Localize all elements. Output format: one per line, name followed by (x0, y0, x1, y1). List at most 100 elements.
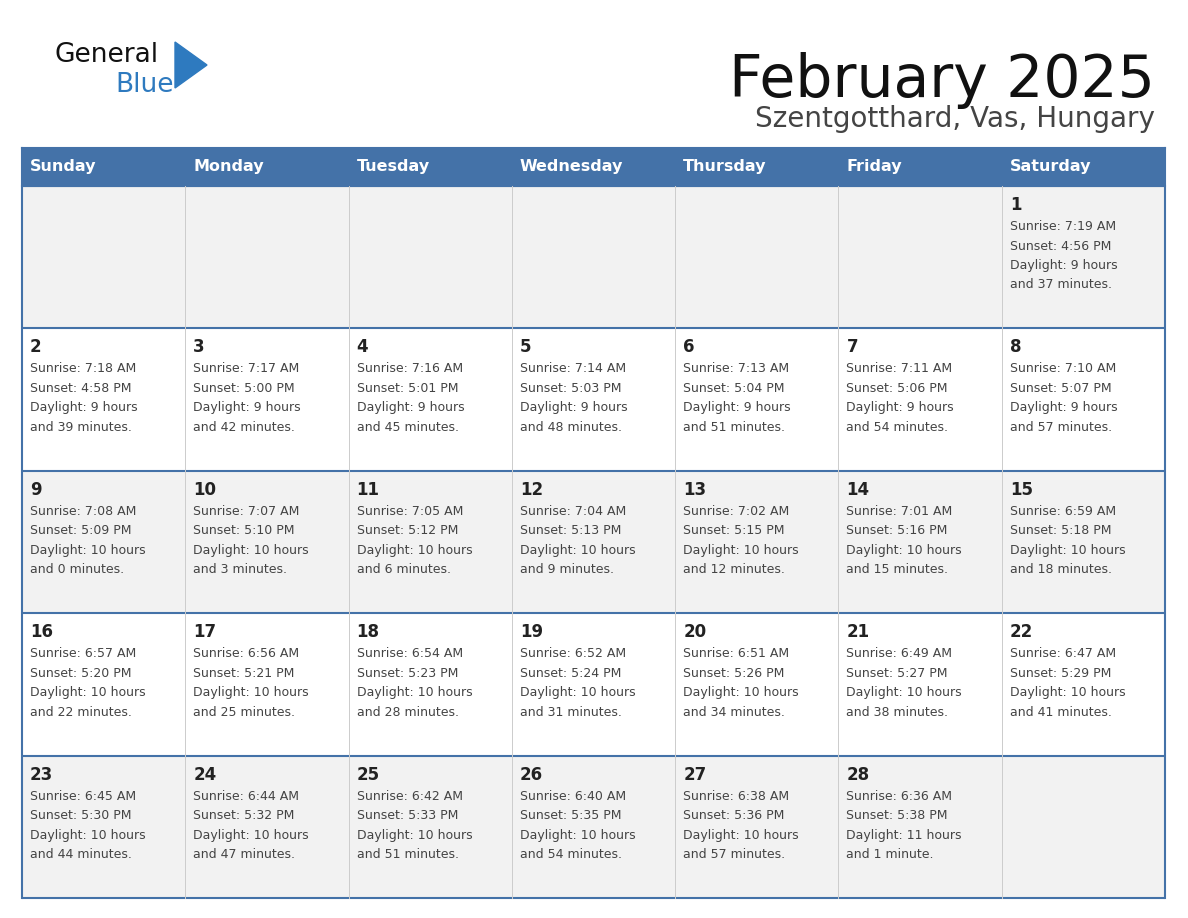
Text: and 41 minutes.: and 41 minutes. (1010, 706, 1112, 719)
Bar (512, 756, 675, 898)
Bar (23, 471, 185, 613)
Text: 17: 17 (194, 623, 216, 641)
Text: and 57 minutes.: and 57 minutes. (1010, 420, 1112, 434)
Text: Sunrise: 7:14 AM: Sunrise: 7:14 AM (520, 363, 626, 375)
Text: Sunset: 5:32 PM: Sunset: 5:32 PM (194, 809, 295, 823)
Text: and 37 minutes.: and 37 minutes. (1010, 278, 1112, 292)
Bar (675, 613, 839, 756)
Text: Daylight: 9 hours: Daylight: 9 hours (1010, 259, 1118, 272)
Text: and 12 minutes.: and 12 minutes. (683, 564, 785, 577)
Text: Sunset: 5:06 PM: Sunset: 5:06 PM (846, 382, 948, 395)
Text: Sunrise: 7:11 AM: Sunrise: 7:11 AM (846, 363, 953, 375)
Bar (839, 756, 1001, 898)
Polygon shape (175, 42, 207, 88)
Text: 27: 27 (683, 766, 707, 784)
Bar (23, 329, 185, 471)
Text: Daylight: 11 hours: Daylight: 11 hours (846, 829, 962, 842)
Text: 3: 3 (194, 339, 204, 356)
Text: Daylight: 10 hours: Daylight: 10 hours (194, 543, 309, 557)
Text: Sunset: 5:04 PM: Sunset: 5:04 PM (683, 382, 784, 395)
Bar (185, 329, 348, 471)
Text: 24: 24 (194, 766, 216, 784)
Text: Sunset: 5:09 PM: Sunset: 5:09 PM (30, 524, 132, 537)
Text: 26: 26 (520, 766, 543, 784)
Text: Sunrise: 6:38 AM: Sunrise: 6:38 AM (683, 789, 789, 802)
Text: Daylight: 9 hours: Daylight: 9 hours (520, 401, 627, 414)
Bar (1001, 186, 1165, 329)
Bar (839, 329, 1001, 471)
Text: Daylight: 10 hours: Daylight: 10 hours (194, 686, 309, 700)
Bar (839, 148, 1001, 186)
Text: Daylight: 10 hours: Daylight: 10 hours (1010, 543, 1125, 557)
Text: Sunrise: 6:42 AM: Sunrise: 6:42 AM (356, 789, 462, 802)
Text: February 2025: February 2025 (729, 52, 1155, 109)
Text: Szentgotthard, Vas, Hungary: Szentgotthard, Vas, Hungary (756, 105, 1155, 133)
Text: Daylight: 10 hours: Daylight: 10 hours (683, 686, 798, 700)
Text: Sunrise: 7:08 AM: Sunrise: 7:08 AM (30, 505, 137, 518)
Bar (1001, 148, 1165, 186)
Text: 25: 25 (356, 766, 380, 784)
Text: and 48 minutes.: and 48 minutes. (520, 420, 621, 434)
Bar (839, 613, 1001, 756)
Text: 4: 4 (356, 339, 368, 356)
Text: Sunset: 5:36 PM: Sunset: 5:36 PM (683, 809, 784, 823)
Text: Daylight: 9 hours: Daylight: 9 hours (683, 401, 791, 414)
Text: Daylight: 10 hours: Daylight: 10 hours (520, 829, 636, 842)
Text: Sunrise: 6:56 AM: Sunrise: 6:56 AM (194, 647, 299, 660)
Text: and 0 minutes.: and 0 minutes. (30, 564, 124, 577)
Text: Sunrise: 7:13 AM: Sunrise: 7:13 AM (683, 363, 789, 375)
Bar (23, 613, 185, 756)
Text: Sunset: 5:16 PM: Sunset: 5:16 PM (846, 524, 948, 537)
Bar (23, 148, 185, 186)
Text: Friday: Friday (846, 160, 902, 174)
Text: and 34 minutes.: and 34 minutes. (683, 706, 785, 719)
Bar (675, 186, 839, 329)
Text: and 39 minutes.: and 39 minutes. (30, 420, 132, 434)
Text: 10: 10 (194, 481, 216, 498)
Bar (839, 186, 1001, 329)
Text: Saturday: Saturday (1010, 160, 1092, 174)
Text: Daylight: 10 hours: Daylight: 10 hours (846, 686, 962, 700)
Text: Daylight: 10 hours: Daylight: 10 hours (356, 543, 472, 557)
Text: Sunrise: 6:44 AM: Sunrise: 6:44 AM (194, 789, 299, 802)
Text: and 54 minutes.: and 54 minutes. (846, 420, 948, 434)
Text: Sunset: 5:07 PM: Sunset: 5:07 PM (1010, 382, 1111, 395)
Bar (512, 186, 675, 329)
Text: Sunrise: 6:59 AM: Sunrise: 6:59 AM (1010, 505, 1116, 518)
Text: Sunset: 5:18 PM: Sunset: 5:18 PM (1010, 524, 1111, 537)
Text: Sunrise: 7:07 AM: Sunrise: 7:07 AM (194, 505, 299, 518)
Text: Daylight: 9 hours: Daylight: 9 hours (846, 401, 954, 414)
Bar (512, 329, 675, 471)
Bar (348, 148, 512, 186)
Text: Sunrise: 6:45 AM: Sunrise: 6:45 AM (30, 789, 137, 802)
Text: Blue: Blue (115, 72, 173, 98)
Text: Sunrise: 7:01 AM: Sunrise: 7:01 AM (846, 505, 953, 518)
Text: 22: 22 (1010, 623, 1032, 641)
Text: and 25 minutes.: and 25 minutes. (194, 706, 296, 719)
Text: 21: 21 (846, 623, 870, 641)
Text: Daylight: 10 hours: Daylight: 10 hours (846, 543, 962, 557)
Text: 13: 13 (683, 481, 707, 498)
Text: Sunrise: 7:16 AM: Sunrise: 7:16 AM (356, 363, 462, 375)
Text: Sunset: 5:00 PM: Sunset: 5:00 PM (194, 382, 295, 395)
Text: and 44 minutes.: and 44 minutes. (30, 848, 132, 861)
Bar (1001, 471, 1165, 613)
Text: Daylight: 9 hours: Daylight: 9 hours (194, 401, 301, 414)
Bar (839, 471, 1001, 613)
Text: and 47 minutes.: and 47 minutes. (194, 848, 296, 861)
Bar (185, 186, 348, 329)
Text: Sunset: 5:01 PM: Sunset: 5:01 PM (356, 382, 459, 395)
Bar (348, 756, 512, 898)
Text: 8: 8 (1010, 339, 1022, 356)
Bar (185, 148, 348, 186)
Text: Sunset: 5:23 PM: Sunset: 5:23 PM (356, 666, 457, 679)
Text: Daylight: 10 hours: Daylight: 10 hours (1010, 686, 1125, 700)
Text: Sunset: 5:20 PM: Sunset: 5:20 PM (30, 666, 132, 679)
Text: 20: 20 (683, 623, 707, 641)
Text: Daylight: 9 hours: Daylight: 9 hours (30, 401, 138, 414)
Text: 14: 14 (846, 481, 870, 498)
Text: Sunday: Sunday (30, 160, 96, 174)
Text: Sunset: 5:21 PM: Sunset: 5:21 PM (194, 666, 295, 679)
Text: Sunrise: 6:57 AM: Sunrise: 6:57 AM (30, 647, 137, 660)
Text: Sunset: 5:33 PM: Sunset: 5:33 PM (356, 809, 457, 823)
